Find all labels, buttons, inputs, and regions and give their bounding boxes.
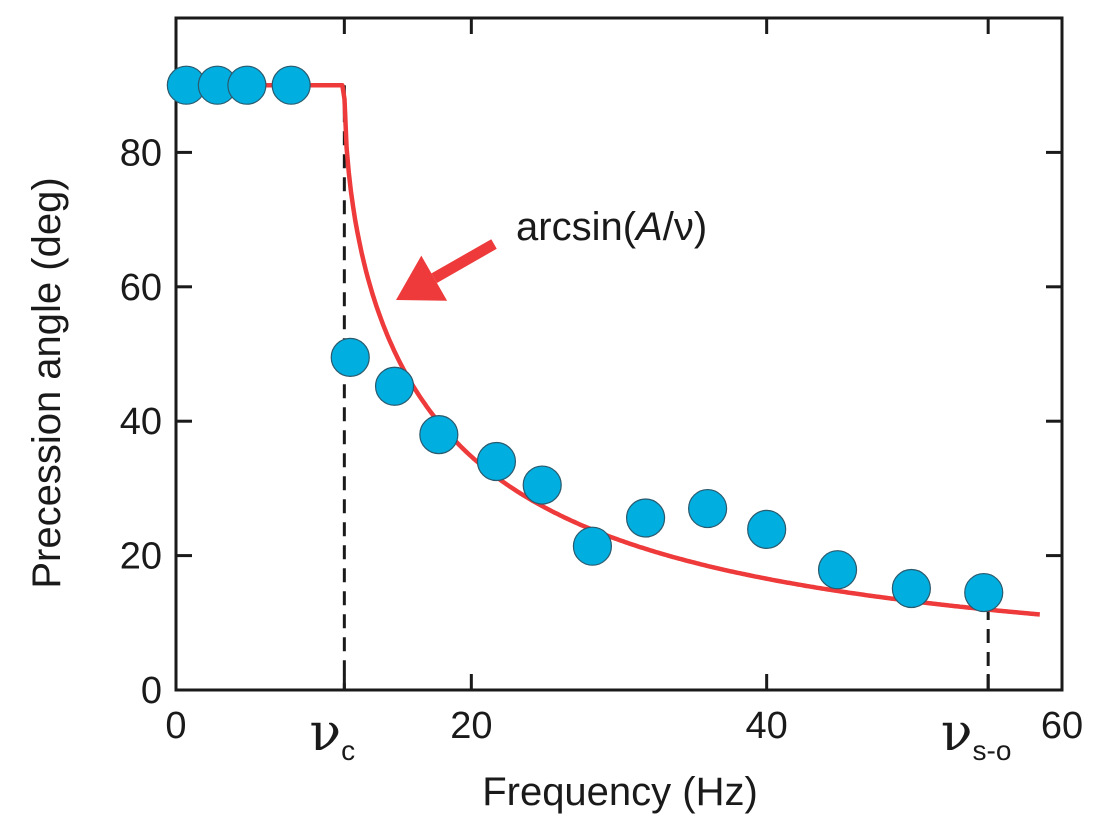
- data-point: [227, 65, 267, 105]
- fit-annotation-label: arcsin(A/ν): [516, 205, 707, 249]
- axis-labels: Frequency (Hz) Precession angle (deg): [25, 177, 758, 814]
- y-tick-label: 80: [120, 132, 162, 174]
- annotation-suffix: /ν): [663, 205, 707, 249]
- data-point: [891, 568, 931, 609]
- data-point: [572, 526, 613, 566]
- data-point: [419, 415, 459, 455]
- y-axis-label: Precession angle (deg): [25, 177, 69, 588]
- special-tick-label: νc: [310, 703, 356, 766]
- plot-frame: [174, 16, 1064, 692]
- data-point: [747, 509, 787, 549]
- data-points: [166, 65, 1004, 613]
- dashed-guides: [342, 85, 990, 690]
- y-tick-label: 60: [120, 267, 162, 309]
- y-tick-label: 20: [120, 536, 162, 578]
- data-point: [522, 465, 562, 505]
- x-tick-label: 40: [746, 705, 788, 747]
- x-tick-label: 0: [165, 705, 186, 747]
- y-tick-label: 0: [141, 670, 162, 712]
- annotation-prefix: arcsin(: [516, 205, 637, 249]
- annotation-arrow-head: [396, 255, 448, 301]
- x-tick-label: 20: [450, 705, 492, 747]
- data-point: [271, 65, 311, 105]
- fit-annotation: arcsin(A/ν): [396, 205, 707, 301]
- data-point: [817, 550, 858, 590]
- data-point: [330, 337, 370, 377]
- data-point: [687, 488, 728, 529]
- x-tick-label: 60: [1041, 705, 1083, 747]
- special-tick-label: νs-o: [941, 703, 1012, 766]
- x-axis-label: Frequency (Hz): [482, 770, 758, 814]
- annotation-arrow-shaft: [431, 239, 497, 283]
- data-point: [964, 572, 1004, 613]
- y-tick-label: 40: [120, 401, 162, 443]
- plot-border: [174, 16, 1064, 692]
- annotation-italic: A: [634, 205, 663, 249]
- data-point: [476, 441, 517, 482]
- data-point: [374, 366, 415, 406]
- data-point: [625, 498, 666, 538]
- axis-ticks: 0 20 40 60 0 20 40 60 80 νc νs-o: [120, 18, 1083, 766]
